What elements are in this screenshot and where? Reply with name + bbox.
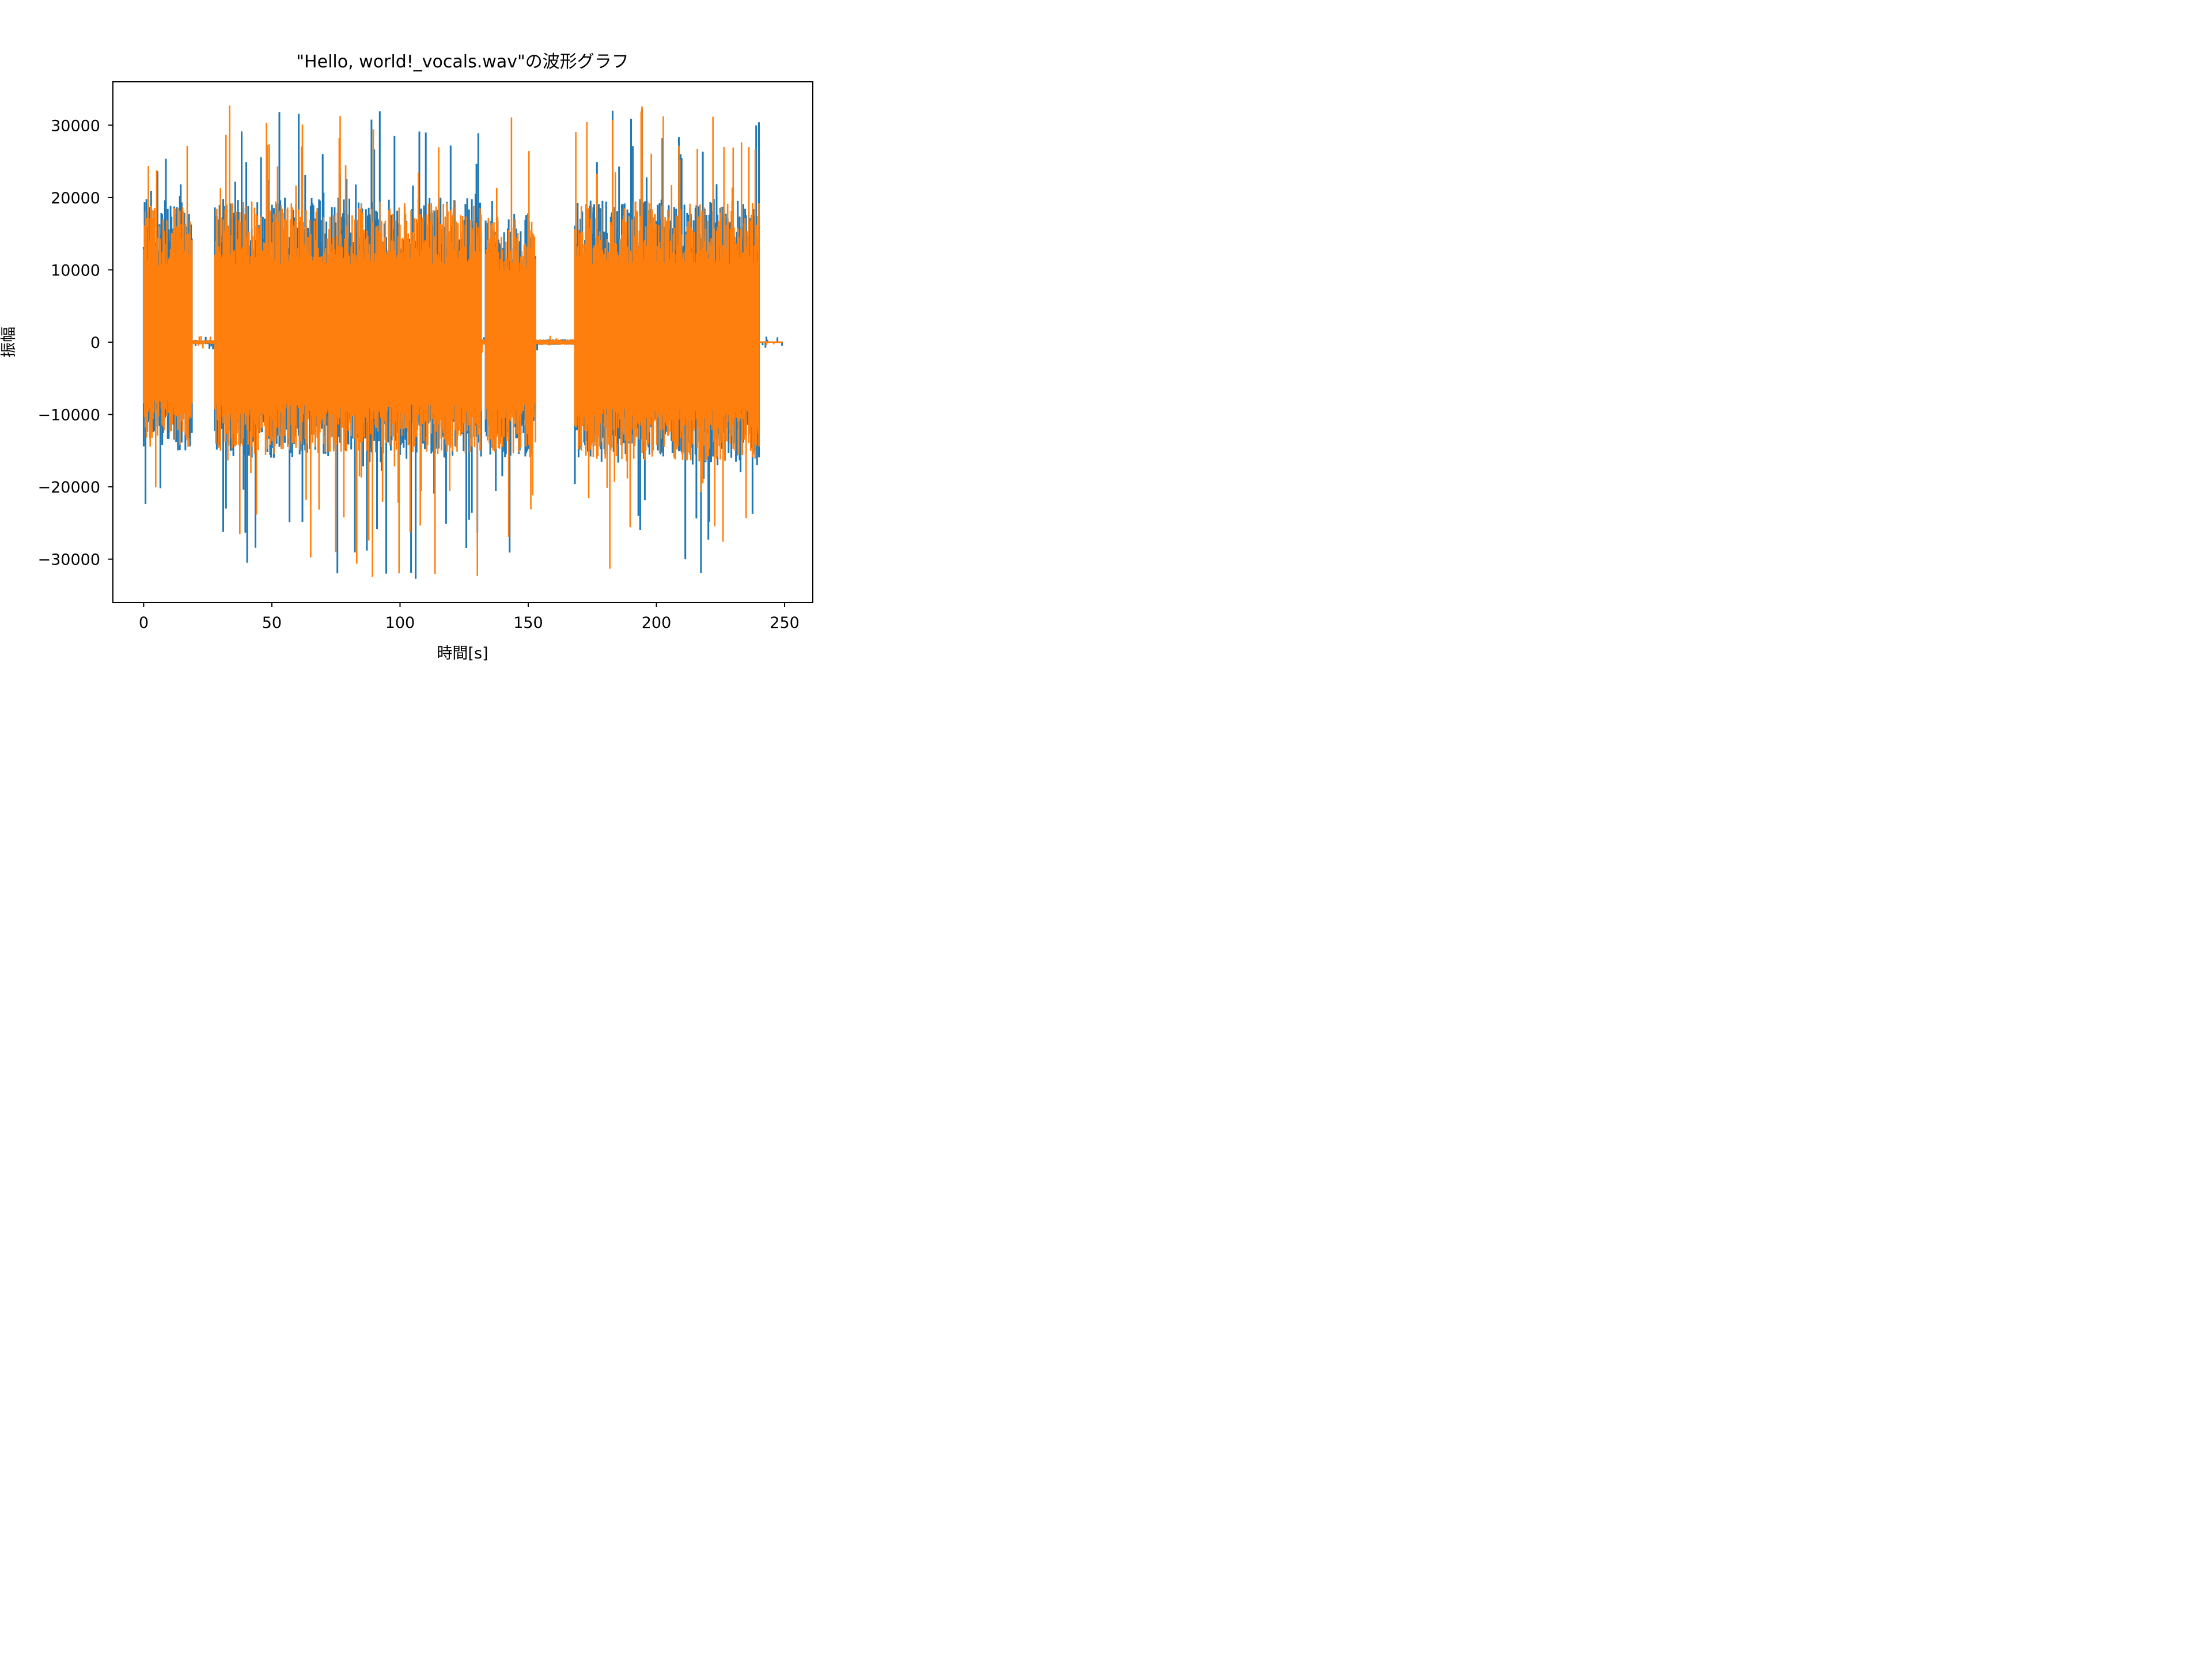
series-layer [142, 105, 783, 579]
chart-canvas: "Hello, world!_vocals.wav"の波形グラフ 0 50 100 1… [0, 0, 899, 674]
y-tick-label: 0 [90, 334, 100, 352]
y-tick-label: −10000 [37, 407, 100, 425]
y-tick-label: −20000 [37, 479, 100, 497]
x-tick-label: 100 [385, 614, 415, 632]
x-axis-label: 時間[s] [437, 645, 488, 662]
y-axis-ticks: −30000 −20000 −10000 0 10000 20000 30000 [37, 117, 113, 569]
chart-title: "Hello, world!_vocals.wav"の波形グラフ [296, 52, 629, 72]
y-tick-label: 10000 [51, 262, 100, 279]
x-axis-ticks: 0 50 100 150 200 250 [139, 603, 800, 632]
x-tick-label: 0 [139, 614, 149, 632]
waveform-chart: "Hello, world!_vocals.wav"の波形グラフ 0 50 100 1… [0, 0, 899, 674]
x-tick-label: 250 [770, 614, 800, 632]
x-tick-label: 150 [513, 614, 543, 632]
y-tick-label: 30000 [51, 117, 100, 135]
x-tick-label: 200 [642, 614, 672, 632]
y-tick-label: 20000 [51, 190, 100, 207]
y-tick-label: −30000 [37, 551, 100, 569]
y-axis-label: 振幅 [0, 327, 18, 358]
waveform-series-2 [143, 105, 783, 577]
x-tick-label: 50 [262, 614, 282, 632]
